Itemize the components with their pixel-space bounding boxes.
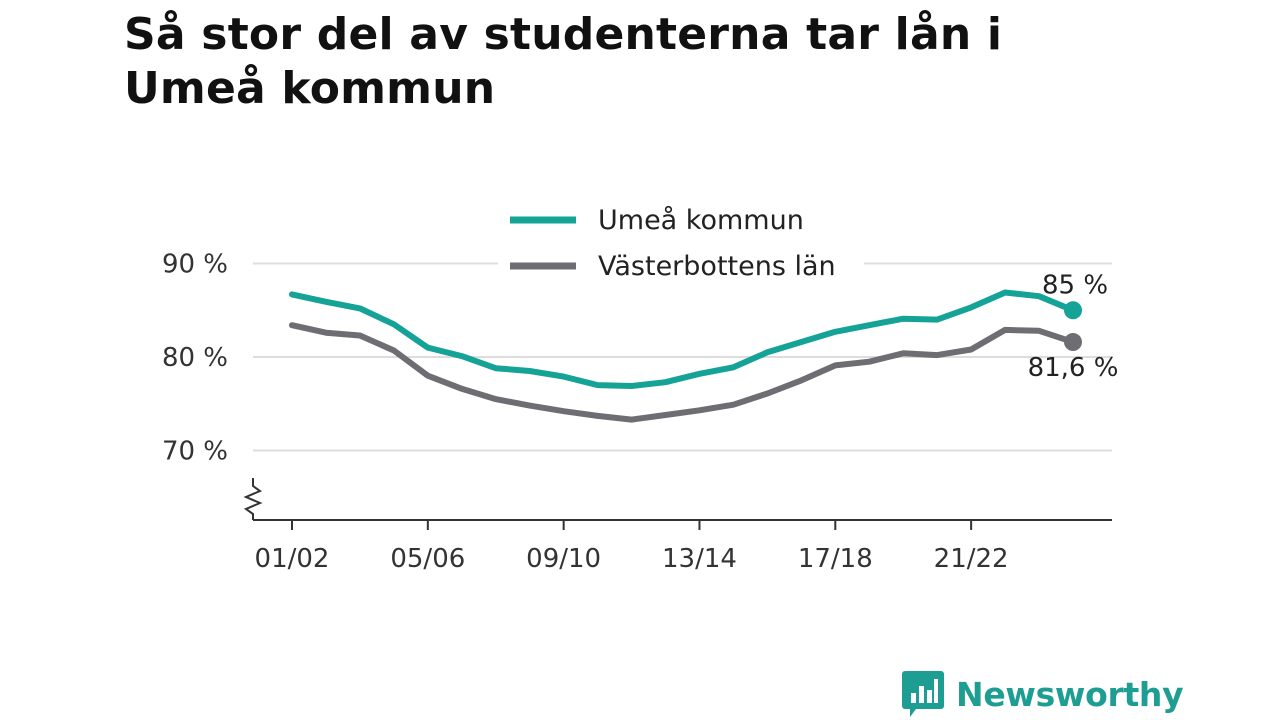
x-tick-label: 09/10 <box>526 544 601 574</box>
series-line-0 <box>289 289 1076 389</box>
legend-label-1: Västerbottens län <box>598 251 836 282</box>
grid-lines <box>253 262 1112 452</box>
x-tick-label: 01/02 <box>255 544 330 574</box>
x-tick-label: 21/22 <box>934 544 1009 574</box>
series-end-point-1 <box>1064 333 1082 352</box>
newsworthy-logo: Newsworthy <box>902 670 1184 718</box>
y-tick-label: 80 % <box>162 343 228 373</box>
y-tick-label: 70 % <box>162 437 228 467</box>
x-tick-label: 05/06 <box>390 544 465 574</box>
end-labels: 85 % 81,6 % <box>1028 270 1119 383</box>
legend-label-0: Umeå kommun <box>598 205 804 236</box>
brand-name: Newsworthy <box>956 674 1184 714</box>
x-tick-label: 13/14 <box>662 544 737 574</box>
axes <box>243 478 1112 521</box>
legend-background <box>498 198 864 290</box>
end-label-umea: 85 % <box>1042 270 1108 300</box>
series-end-point-0 <box>1064 301 1082 320</box>
x-tick-labels: 01/02 05/06 09/10 13/14 17/18 21/22 <box>255 520 1009 574</box>
end-label-lan: 81,6 % <box>1028 353 1119 383</box>
series-lines <box>289 289 1082 423</box>
bar-chart-icon <box>902 671 944 717</box>
x-tick-label: 17/18 <box>798 544 873 574</box>
legend: Umeå kommun Västerbottens län <box>498 198 864 290</box>
y-tick-label: 90 % <box>162 250 228 280</box>
series-line-1 <box>289 322 1076 423</box>
axis-break <box>243 478 263 520</box>
chart-title: Så stor del av studenterna tar lån i Ume… <box>124 9 1003 114</box>
y-tick-labels: 70 % 80 % 90 % <box>162 250 228 467</box>
